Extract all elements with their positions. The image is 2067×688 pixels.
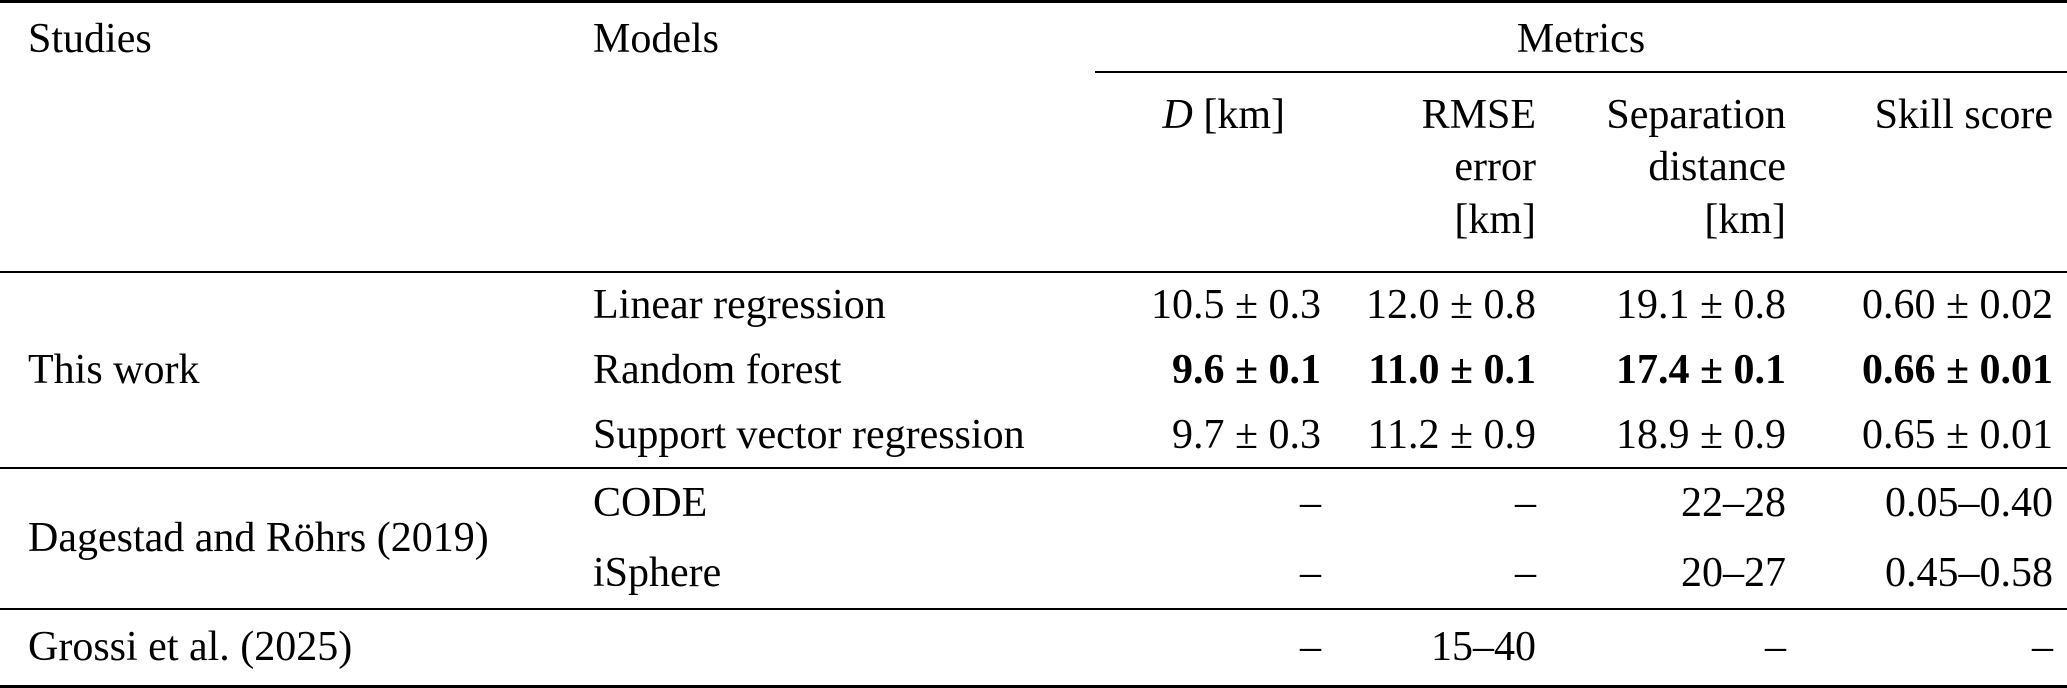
- cell-rmse-error: –: [1335, 466, 1550, 539]
- cell-d-km: 9.7 ± 0.3: [1171, 411, 1321, 458]
- model-cell: iSphere: [593, 549, 722, 596]
- table-row: Dagestad and Röhrs (2019) CODE – – 22–28…: [0, 466, 2067, 609]
- study-label: Grossi et al. (2025): [0, 607, 565, 687]
- cell-d-km: –: [1095, 607, 1335, 687]
- d-symbol: D: [1162, 91, 1193, 138]
- cell-separation-distance: 19.1 ± 0.8: [1550, 270, 1800, 337]
- cell-separation-distance: 22–28: [1550, 466, 1800, 539]
- cell-skill-score: 0.60 ± 0.02: [1800, 270, 2067, 337]
- col-header-skill-score: Skill score: [1874, 91, 2054, 138]
- cell-separation-distance: –: [1550, 607, 1800, 687]
- model-cell: Random forest: [593, 346, 842, 393]
- table-row: Grossi et al. (2025) – 15–40 – –: [0, 607, 2067, 687]
- cell-d-km: 9.6 ± 0.1: [1171, 346, 1321, 393]
- col-header-rmse-error: RMSE error [km]: [1421, 91, 1536, 243]
- col-group-header-metrics: Metrics: [1095, 1, 2067, 73]
- cell-rmse-error: 11.2 ± 0.9: [1367, 411, 1537, 458]
- cell-skill-score: 0.66 ± 0.01: [1861, 346, 2054, 393]
- cell-skill-score: 0.05–0.40: [1800, 466, 2067, 539]
- cell-d-km: 10.5 ± 0.3: [1095, 270, 1335, 337]
- cell-rmse-error: –: [1515, 549, 1536, 596]
- cell-separation-distance: 17.4 ± 0.1: [1615, 346, 1786, 393]
- header-row-groups: Studies Models Metrics: [0, 1, 2067, 73]
- table-row: Random forest 9.6 ± 0.1 11.0 ± 0.1 17.4 …: [0, 337, 2067, 402]
- model-cell: [565, 607, 1095, 687]
- cell-skill-score: –: [1800, 607, 2067, 687]
- cell-skill-score: 0.45–0.58: [1885, 549, 2054, 596]
- col-header-studies: Studies: [28, 16, 152, 62]
- cell-separation-distance: 18.9 ± 0.9: [1615, 411, 1786, 458]
- header-row-metrics: D [km] RMSE error [km] Separation distan…: [0, 72, 2067, 272]
- cell-skill-score: 0.65 ± 0.01: [1861, 411, 2054, 458]
- study-label: This work: [0, 270, 565, 468]
- table-row: iSphere – – 20–27 0.45–0.58: [0, 538, 2067, 609]
- cell-rmse-error: 15–40: [1335, 607, 1550, 687]
- cell-d-km: –: [1095, 466, 1335, 539]
- col-header-separation-distance: Separation distance [km]: [1606, 91, 1786, 243]
- model-cell: CODE: [565, 466, 1095, 539]
- d-unit: [km]: [1203, 91, 1285, 138]
- table-row: Support vector regression 9.7 ± 0.3 11.2…: [0, 402, 2067, 467]
- cell-d-km: –: [1300, 549, 1321, 596]
- col-header-models: Models: [593, 16, 719, 62]
- model-cell: Linear regression: [565, 270, 1095, 337]
- cell-rmse-error: 12.0 ± 0.8: [1335, 270, 1550, 337]
- cell-separation-distance: 20–27: [1681, 549, 1786, 596]
- study-label: Dagestad and Röhrs (2019): [0, 466, 565, 609]
- table-row: This work Linear regression 10.5 ± 0.3 1…: [0, 270, 2067, 468]
- model-cell: Support vector regression: [593, 411, 1025, 458]
- cell-rmse-error: 11.0 ± 0.1: [1368, 346, 1536, 393]
- col-header-d-km: D [km]: [1095, 72, 1335, 272]
